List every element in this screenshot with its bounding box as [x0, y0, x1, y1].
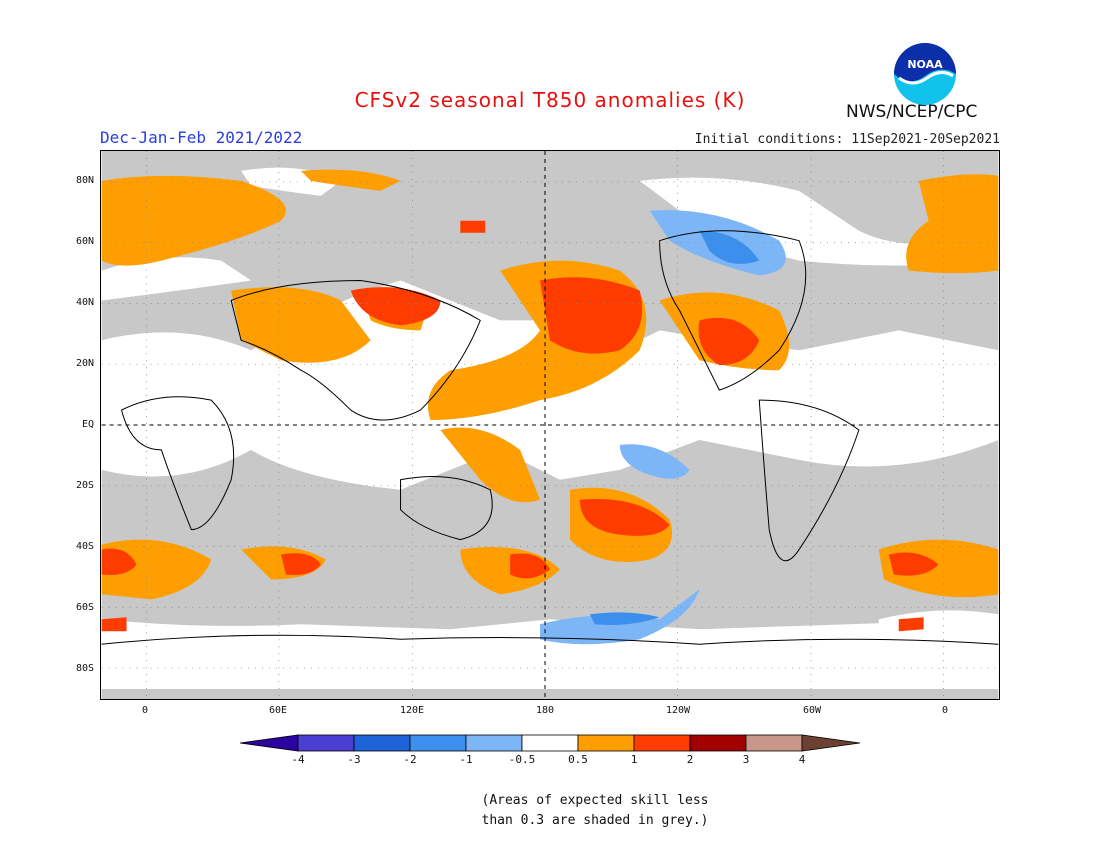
colorbar-segment-5 — [521, 734, 579, 752]
anomaly-map — [100, 150, 1000, 700]
colorbar-segment-8 — [689, 734, 747, 752]
cool-anomaly-regions — [540, 210, 786, 645]
colorbar-label: -3 — [347, 753, 361, 766]
colorbar-segment-1 — [297, 734, 355, 752]
minor-grid-lines — [101, 151, 999, 699]
lon-label-180: 180 — [535, 705, 555, 716]
colorbar-segment-0 — [240, 734, 299, 752]
colorbar-segment-9 — [745, 734, 803, 752]
lat-label-60n: 60N — [75, 236, 94, 247]
colorbar-label: 2 — [686, 753, 694, 766]
colorbar-segment-7 — [633, 734, 691, 752]
colorbar-segment-6 — [577, 734, 635, 752]
colorbar-segment-4 — [465, 734, 523, 752]
grid-lines — [101, 151, 999, 699]
colorbar-label: -0.5 — [508, 753, 536, 766]
colorbar-segment-2 — [353, 734, 411, 752]
season-label: Dec-Jan-Feb 2021/2022 — [100, 128, 303, 147]
lat-label-60s: 60S — [75, 602, 94, 613]
lat-label-80s: 80S — [75, 663, 94, 674]
lon-label-60e: 60E — [268, 705, 288, 716]
lat-label-eq: EQ — [81, 419, 94, 430]
lat-label-20n: 20N — [75, 358, 94, 369]
coastlines — [101, 230, 999, 645]
lon-label-0-east: 0 — [941, 705, 949, 716]
agency-label: NWS/NCEP/CPC — [846, 102, 978, 122]
colorbar-label: 1 — [630, 753, 638, 766]
lon-label-0: 0 — [141, 705, 149, 716]
colorbar-label: 3 — [742, 753, 750, 766]
colorbar-label: -2 — [403, 753, 417, 766]
lon-label-120e: 120E — [399, 705, 425, 716]
lat-label-20s: 20S — [75, 480, 94, 491]
map-title: CFSv2 seasonal T850 anomalies (K) — [354, 88, 746, 112]
color-scale-bar — [240, 734, 860, 752]
noaa-logo-icon: NOAA — [894, 43, 956, 105]
lon-label-60w: 60W — [802, 705, 822, 716]
colorbar-label: 0.5 — [568, 753, 588, 766]
colorbar-label: -4 — [291, 753, 305, 766]
strong-warm-anomaly-regions — [101, 220, 939, 632]
lat-label-80n: 80N — [75, 175, 94, 186]
colorbar-label: 4 — [798, 753, 806, 766]
lat-label-40n: 40N — [75, 297, 94, 308]
svg-text:NOAA: NOAA — [907, 58, 943, 71]
skill-note-line-1: (Areas of expected skill less — [481, 793, 709, 808]
lon-label-120w: 120W — [665, 705, 691, 716]
colorbar-segment-10 — [801, 734, 860, 752]
initial-conditions-label: Initial conditions: 11Sep2021-20Sep2021 — [694, 132, 1000, 147]
skill-note-line-2: than 0.3 are shaded in grey.) — [481, 813, 709, 828]
lat-label-40s: 40S — [75, 541, 94, 552]
colorbar-label: -1 — [459, 753, 473, 766]
colorbar-segment-3 — [409, 734, 467, 752]
